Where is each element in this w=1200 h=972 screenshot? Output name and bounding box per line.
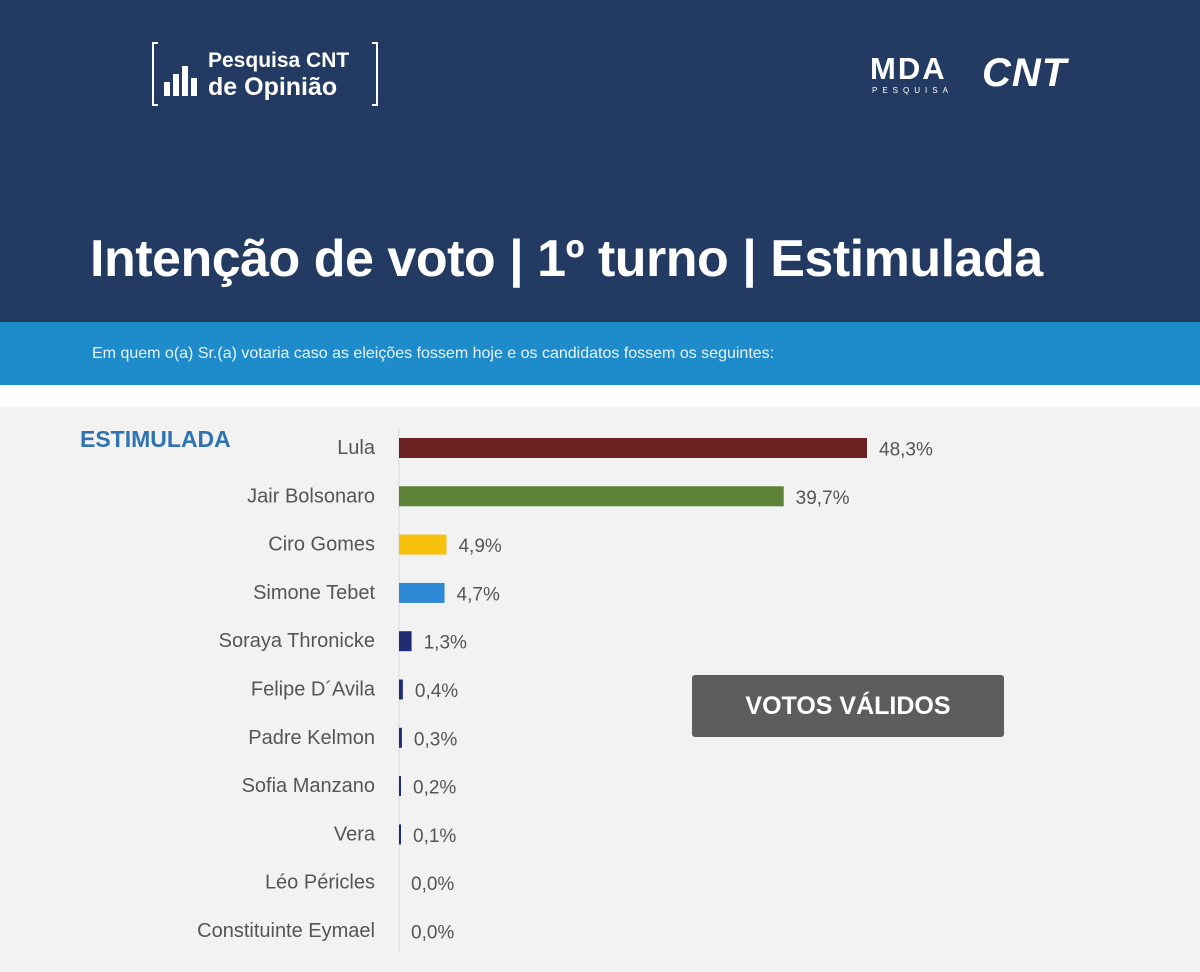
logo-text: Pesquisa CNT de Opinião (208, 48, 349, 100)
data-label: 0,2% (413, 778, 456, 799)
bar (399, 631, 412, 652)
logo-line-2: de Opinião (208, 73, 338, 101)
data-label: 0,4% (415, 681, 458, 702)
category-label: Padre Kelmon (248, 727, 375, 749)
logo-bracket-right (372, 42, 378, 106)
question-text: Em quem o(a) Sr.(a) votaria caso as elei… (92, 345, 775, 362)
data-label: 4,9% (458, 536, 501, 557)
bar (399, 582, 445, 603)
divider (0, 385, 1200, 407)
bar (399, 824, 401, 845)
data-label: 0,1% (413, 826, 456, 847)
category-label: Sofia Manzano (242, 775, 375, 797)
category-label: Soraya Thronicke (219, 630, 375, 652)
category-label: Lula (337, 437, 376, 459)
bar (399, 727, 402, 748)
question-band: Em quem o(a) Sr.(a) votaria caso as elei… (0, 322, 1200, 385)
category-label: Léo Péricles (265, 872, 375, 894)
category-label: Simone Tebet (253, 582, 375, 604)
category-label: Ciro Gomes (268, 534, 375, 556)
data-label: 48,3% (879, 440, 933, 461)
category-label: Constituinte Eymael (197, 920, 375, 942)
chart-title: ESTIMULADA (80, 426, 231, 452)
header-banner: Pesquisa CNT de Opinião MDA PESQUISA CNT… (0, 0, 1200, 322)
bar (399, 438, 867, 458)
votos-validos-badge: VOTOS VÁLIDOS (692, 675, 1004, 737)
page-title: Intenção de voto | 1º turno | Estimulada (90, 230, 1043, 288)
chart-panel: ESTIMULADA Lula 48,3% Jair Bolsonaro 39,7% C… (0, 407, 1200, 972)
bar-chart-icon (164, 66, 197, 96)
mda-logo-subtext: PESQUISA (872, 86, 953, 95)
data-label: 0,0% (411, 923, 454, 944)
bar (399, 486, 784, 507)
category-label: Vera (334, 823, 376, 845)
bar (399, 534, 447, 555)
data-label: 4,7% (457, 584, 500, 605)
bar-chart: Lula 48,3% Jair Bolsonaro 39,7% Ciro Gomes 4,… (197, 427, 933, 952)
data-label: 39,7% (796, 488, 850, 509)
data-label: 0,3% (414, 729, 457, 750)
category-label: Felipe D´Avila (251, 679, 376, 701)
mda-pesquisa-logo: MDA PESQUISA (870, 52, 953, 96)
data-label: 1,3% (424, 633, 467, 654)
logo-bracket-left (152, 42, 158, 106)
data-label: 0,0% (411, 874, 454, 895)
category-label: Jair Bolsonaro (247, 485, 375, 507)
pesquisa-cnt-logo: Pesquisa CNT de Opinião (152, 42, 378, 106)
logo-line-1: Pesquisa CNT (208, 49, 350, 72)
mda-logo-text: MDA (870, 51, 947, 86)
bar (399, 679, 403, 700)
bar (399, 776, 401, 797)
cnt-logo: CNT (982, 51, 1068, 95)
